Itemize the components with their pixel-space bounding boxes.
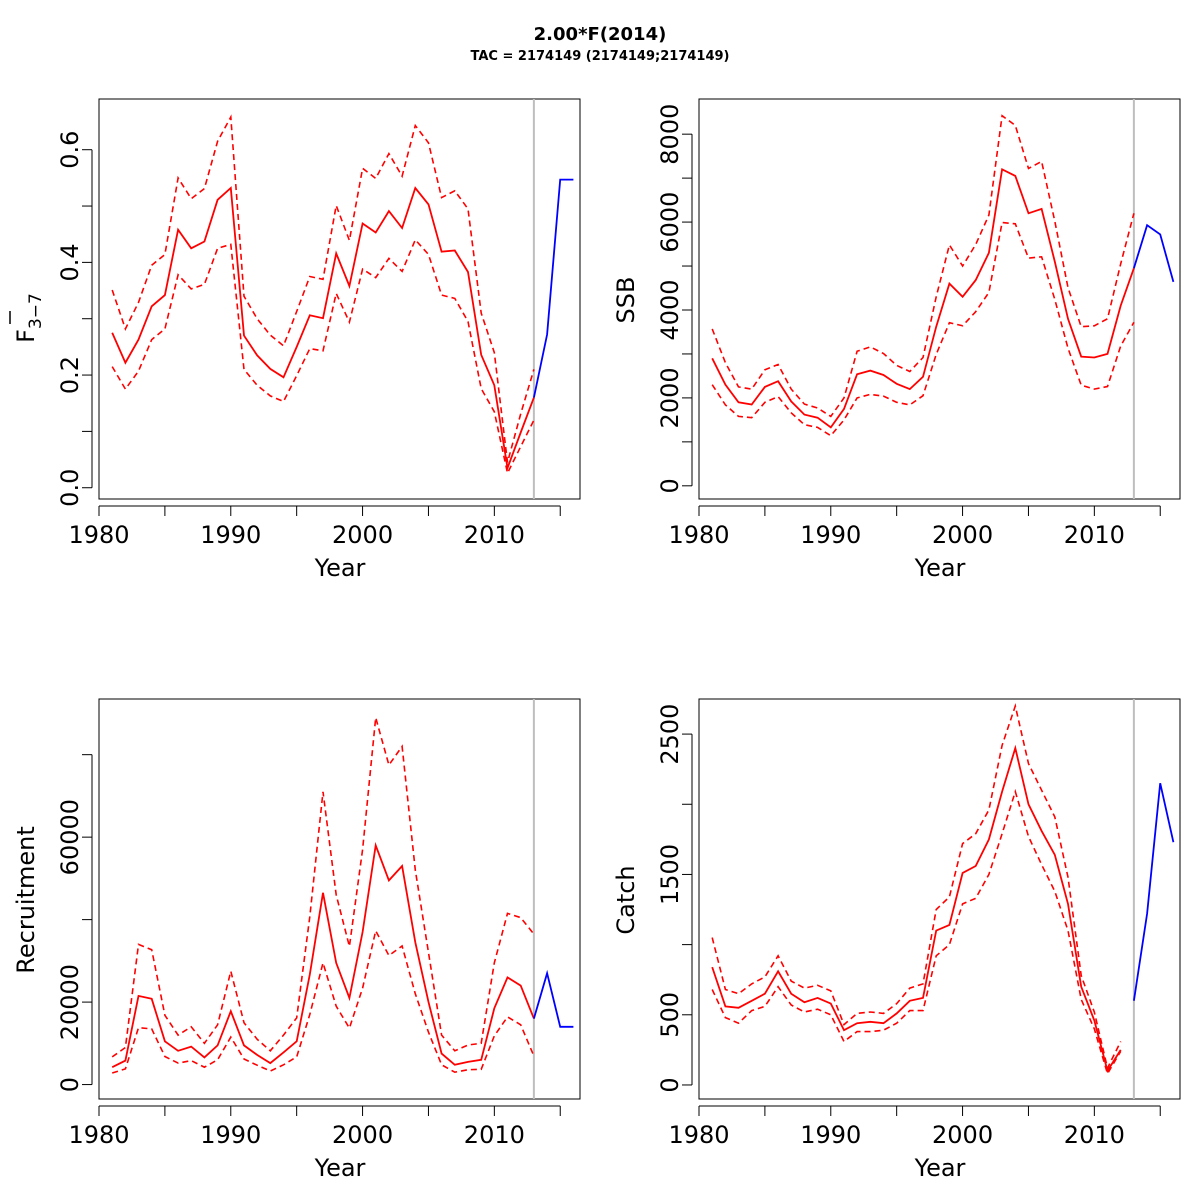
y-tick-label: 0.2: [56, 356, 84, 394]
series-lower-bound: [111, 928, 535, 1074]
series-estimate: [711, 744, 1122, 1074]
x-axis-label: Year: [314, 554, 366, 582]
x-tick-label: 2010: [1064, 521, 1125, 549]
series-upper-bound: [111, 717, 535, 1058]
series-lower-bound: [711, 221, 1135, 437]
series-lower-bound: [111, 238, 535, 476]
x-tick-label: 2000: [332, 521, 393, 549]
y-tick-label: 4000: [656, 279, 684, 340]
series-upper-bound: [711, 114, 1135, 418]
x-tick-label: 1990: [800, 1121, 861, 1149]
x-tick-label: 2010: [1064, 1121, 1125, 1149]
y-tick-label: 0.6: [56, 131, 84, 169]
figure-subtitle: TAC = 2174149 (2174149;2174149): [471, 49, 730, 64]
plot-frame: [698, 698, 1181, 1100]
y-tick-label: 0: [656, 478, 684, 493]
y-tick-label: 0.0: [56, 469, 84, 507]
x-tick-label: 2000: [332, 1121, 393, 1149]
y-tick-label: 0: [656, 1077, 684, 1092]
series-upper-bound: [111, 114, 535, 463]
x-tick-label: 2000: [932, 521, 993, 549]
x-tick-label: 1990: [800, 521, 861, 549]
y-tick-label: 500: [656, 992, 684, 1038]
series-estimate: [711, 167, 1135, 429]
panel-recruitment: Year Recruitment 1980 1990 2000 2010 0 20000 6…: [12, 698, 581, 1182]
y-tick-label: 6000: [656, 192, 684, 253]
y-tick-label: 0.4: [56, 243, 84, 281]
x-tick-label: 2010: [464, 1121, 525, 1149]
x-axis-label: Year: [914, 554, 966, 582]
y-tick-label: 60000: [56, 799, 84, 875]
y-tick-label: 20000: [56, 964, 84, 1040]
x-tick-label: 2000: [932, 1121, 993, 1149]
series-lower-bound: [711, 788, 1122, 1076]
x-tick-label: 1980: [668, 521, 729, 549]
series-forecast: [533, 969, 574, 1028]
series-estimate: [111, 186, 535, 472]
y-tick-label: 1500: [656, 844, 684, 905]
y-axis-label: Recruitment: [12, 826, 40, 973]
y-tick-label: 8000: [656, 104, 684, 165]
panel-ssb: Year SSB 1980 1990 2000 2010 0 2000 4000 6000 80…: [612, 98, 1181, 582]
series-forecast: [1133, 223, 1175, 283]
y-axis-label: F3−7: [12, 293, 46, 343]
figure-title: 2.00*F(2014): [534, 24, 667, 45]
x-axis-label: Year: [314, 1154, 366, 1182]
x-tick-label: 1980: [68, 1121, 129, 1149]
series-estimate: [111, 841, 535, 1069]
series-upper-bound: [711, 703, 1122, 1071]
y-axis-label: Catch: [612, 865, 640, 934]
x-tick-label: 1990: [200, 521, 261, 549]
panel-catch: Year Catch 1980 1990 2000 2010 0 500 1500 2500: [612, 698, 1181, 1182]
x-axis-label: Year: [914, 1154, 966, 1182]
plot-frame: [98, 98, 581, 500]
y-tick-label: 2000: [656, 367, 684, 428]
y-tick-label: 2500: [656, 704, 684, 765]
y-axis-label: SSB: [612, 277, 640, 324]
series-forecast: [533, 178, 574, 398]
y-axis-label-main: F: [12, 329, 40, 343]
x-tick-label: 1980: [68, 521, 129, 549]
y-axis-label-subscript: 3−7: [26, 293, 46, 329]
plot-frame: [98, 698, 581, 1100]
y-tick-label: 0: [56, 1077, 84, 1092]
y-axis-label-f: F3−7: [9, 293, 46, 343]
x-tick-label: 2010: [464, 521, 525, 549]
x-tick-label: 1980: [668, 1121, 729, 1149]
x-tick-label: 1990: [200, 1121, 261, 1149]
series-forecast: [1133, 783, 1175, 1001]
plot-frame: [698, 98, 1181, 500]
panel-f-bar: Year F3−7 1980 1990 2000 2010 0.0 0.2 0.4 0.6: [9, 98, 581, 582]
